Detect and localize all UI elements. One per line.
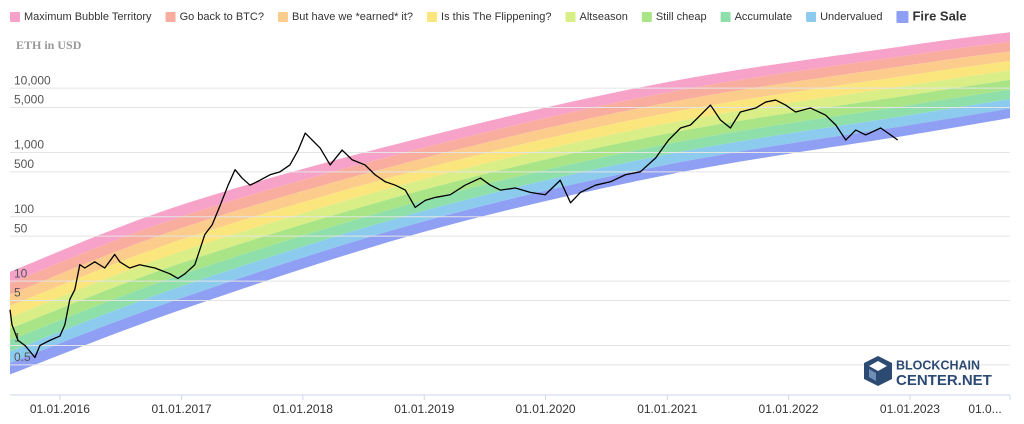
logo-text: BLOCKCHAIN [896,358,980,372]
legend-label: Still cheap [656,11,707,23]
x-tick-label: 01.01.2020 [516,402,576,416]
legend-marker [641,12,652,22]
y-tick-label: 50 [14,221,28,235]
legend-marker [277,12,288,22]
logo-text: CENTER.NET [896,372,992,389]
y-tick-label: 0.5 [14,350,31,364]
y-tick-label: 500 [14,157,34,171]
x-tick-label: 01.01.2017 [152,402,212,416]
chart-title: ETH in USD [16,38,82,52]
y-tick-label: 5 [14,286,21,300]
legend-label: Undervalued [820,11,882,23]
x-tick-label: 01.01.2018 [273,402,333,416]
legend-label: Maximum Bubble Territory [24,11,152,23]
legend-label: Is this The Flippening? [441,11,551,23]
legend-marker [806,12,817,22]
legend: Maximum Bubble Territory Go back to BTC? B… [10,8,967,23]
legend-marker [720,12,731,22]
legend-marker [427,12,438,22]
legend-marker [896,11,909,23]
legend-label: Go back to BTC? [180,11,264,23]
legend-label: Altseason [580,11,628,23]
y-tick-label: 10,000 [14,73,51,87]
legend-label: Accumulate [735,11,792,23]
price [9,99,899,359]
x-tick-label: 01.01.2016 [30,402,90,416]
legend-marker [165,12,176,22]
x-tick-label: 01.01.2021 [637,402,697,416]
x-tick-label: 01.01.2023 [880,402,940,416]
x-tick-label: 01.0... [968,402,1001,416]
logo-cube-top [869,361,887,371]
logo: BLOCKCHAIN CENTER.NET [864,356,992,389]
legend-marker [565,12,576,22]
price-line [9,99,899,359]
y-tick-label: 5,000 [14,93,44,107]
legend-label: Fire Sale [912,8,966,23]
y-tick-label: 1,000 [14,138,44,152]
legend-label: But have we *earned* it? [292,11,413,23]
x-tick-label: 01.01.2019 [394,402,454,416]
logo-cube-side [869,369,876,381]
legend-marker [10,12,20,22]
y-tick-label: 10 [14,266,28,280]
bands [10,32,1010,375]
x-tick-label: 01.01.2022 [759,402,819,416]
y-tick-label: 100 [14,202,34,216]
